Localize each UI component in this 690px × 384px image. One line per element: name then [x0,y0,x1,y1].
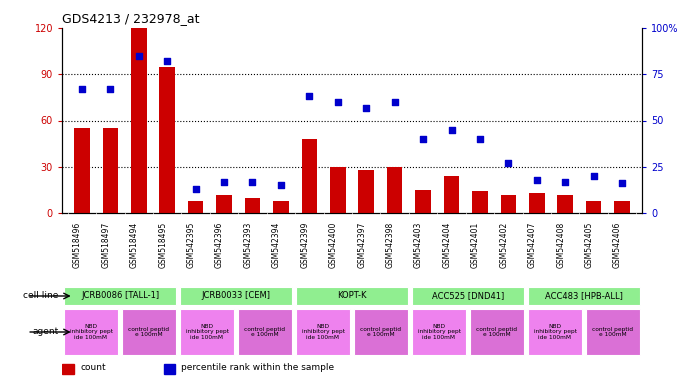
Bar [302,139,317,213]
Text: JCRB0086 [TALL-1]: JCRB0086 [TALL-1] [81,291,159,301]
Bar [64,309,118,355]
Text: control peptid
e 100mM: control peptid e 100mM [128,327,170,338]
Bar [273,201,288,213]
Point [161,58,172,65]
Text: GSM518496: GSM518496 [73,222,82,268]
Point [333,99,344,105]
Point [588,173,599,179]
Text: GSM542405: GSM542405 [584,222,593,268]
Text: NBD
inhibitory pept
ide 100mM: NBD inhibitory pept ide 100mM [186,324,228,340]
Text: GSM518494: GSM518494 [130,222,139,268]
Bar [558,195,573,213]
Bar [103,128,118,213]
Text: NBD
inhibitory pept
ide 100mM: NBD inhibitory pept ide 100mM [70,324,112,340]
Bar [216,195,232,213]
Text: GSM542393: GSM542393 [244,222,253,268]
Text: JCRB0033 [CEM]: JCRB0033 [CEM] [201,291,270,301]
Bar [245,198,260,213]
Point [417,136,428,142]
Text: ACC525 [DND41]: ACC525 [DND41] [432,291,504,301]
Text: GSM542401: GSM542401 [471,222,480,268]
Text: ACC483 [HPB-ALL]: ACC483 [HPB-ALL] [545,291,623,301]
Bar [330,167,346,213]
Point [304,93,315,99]
Point [361,104,372,111]
Text: control peptid
e 100mM: control peptid e 100mM [477,327,518,338]
Point [190,186,201,192]
Text: NBD
inhibitory pept
ide 100mM: NBD inhibitory pept ide 100mM [417,324,460,340]
Text: GSM542403: GSM542403 [414,222,423,268]
Bar [529,287,640,305]
Point [446,127,457,133]
Text: control peptid
e 100mM: control peptid e 100mM [593,327,633,338]
Text: agent: agent [32,328,59,336]
Bar [500,195,516,213]
Bar [238,309,292,355]
Text: count: count [81,364,106,372]
Bar [180,309,234,355]
Point [247,179,258,185]
Point [105,86,116,92]
Bar [296,309,350,355]
Bar [180,287,292,305]
Bar [586,309,640,355]
Point [617,180,628,187]
Bar [387,167,402,213]
Bar [358,170,374,213]
Bar [164,364,175,374]
Text: GSM542394: GSM542394 [272,222,281,268]
Text: cell line: cell line [23,291,59,301]
Bar [188,201,204,213]
Text: GSM542407: GSM542407 [528,222,537,268]
Text: GSM542397: GSM542397 [357,222,366,268]
Text: GSM542402: GSM542402 [500,222,509,268]
Text: GSM542399: GSM542399 [300,222,309,268]
Point [475,136,486,142]
Point [77,86,88,92]
Bar [355,309,408,355]
Text: GSM542398: GSM542398 [386,222,395,268]
Bar [296,287,408,305]
Text: GDS4213 / 232978_at: GDS4213 / 232978_at [62,12,199,25]
Text: percentile rank within the sample: percentile rank within the sample [181,364,334,372]
Bar [159,66,175,213]
Text: NBD
inhibitory pept
ide 100mM: NBD inhibitory pept ide 100mM [302,324,344,340]
Text: GSM518495: GSM518495 [158,222,167,268]
Bar [586,201,602,213]
Text: GSM542400: GSM542400 [328,222,338,268]
Text: GSM542404: GSM542404 [442,222,451,268]
Point [531,177,542,183]
Text: control peptid
e 100mM: control peptid e 100mM [244,327,286,338]
Bar [413,287,524,305]
Bar [131,28,146,213]
Bar [529,193,544,213]
Bar [415,190,431,213]
Point [389,99,400,105]
Text: GSM518497: GSM518497 [101,222,110,268]
Point [503,160,514,166]
Text: GSM542406: GSM542406 [613,222,622,268]
Text: KOPT-K: KOPT-K [337,291,367,301]
Bar [614,201,630,213]
Point [275,182,286,188]
Point [560,179,571,185]
Bar [472,191,488,213]
Bar [529,309,582,355]
Text: GSM542408: GSM542408 [556,222,565,268]
Bar [471,309,524,355]
Bar [62,364,74,374]
Bar [444,176,460,213]
Point [219,179,230,185]
Text: GSM542396: GSM542396 [215,222,224,268]
Bar [122,309,176,355]
Bar [64,287,176,305]
Bar [413,309,466,355]
Text: control peptid
e 100mM: control peptid e 100mM [360,327,402,338]
Text: GSM542395: GSM542395 [186,222,196,268]
Text: NBD
inhibitory pept
ide 100mM: NBD inhibitory pept ide 100mM [533,324,577,340]
Point [133,53,144,59]
Bar [74,128,90,213]
